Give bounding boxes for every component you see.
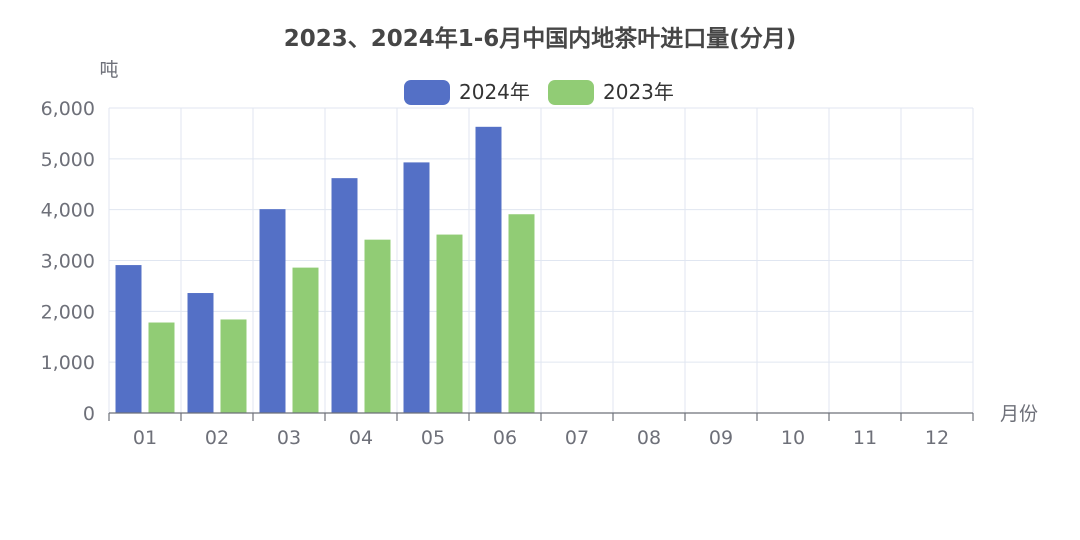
bar-0-01[interactable] — [115, 265, 142, 413]
legend-swatch[interactable] — [548, 80, 594, 105]
y-tick-label: 3,000 — [41, 251, 95, 273]
bar-1-01[interactable] — [148, 322, 175, 413]
x-tick-label: 04 — [349, 427, 373, 449]
x-tick-label: 05 — [421, 427, 445, 449]
legend-swatch[interactable] — [404, 80, 450, 105]
bar-0-03[interactable] — [259, 209, 286, 413]
x-tick-label: 11 — [853, 427, 877, 449]
chart-title: 2023、2024年1-6月中国内地茶叶进口量(分月) — [284, 25, 797, 52]
grid-lines — [108, 107, 974, 413]
x-tick-label: 01 — [133, 427, 157, 449]
bar-0-02[interactable] — [187, 293, 214, 413]
x-tick-label: 09 — [709, 427, 733, 449]
legend-label[interactable]: 2024年 — [459, 80, 530, 104]
bar-1-06[interactable] — [508, 214, 535, 413]
y-tick-label: 5,000 — [41, 149, 95, 171]
x-tick-label: 06 — [493, 427, 517, 449]
x-axis-label: 月份 — [1000, 403, 1038, 425]
y-tick-label: 0 — [83, 403, 95, 425]
x-tick-label: 12 — [925, 427, 949, 449]
y-axis-label: 吨 — [99, 59, 118, 81]
bar-1-03[interactable] — [292, 267, 319, 413]
x-tick-label: 03 — [277, 427, 301, 449]
x-tick-label: 10 — [781, 427, 805, 449]
axes: 0 1,000 2,000 3,000 4,000 5,000 6,000 01 02 03 04 0… — [41, 98, 974, 449]
bar-1-05[interactable] — [436, 234, 463, 413]
bars — [115, 126, 535, 413]
x-tick-label: 02 — [205, 427, 229, 449]
bar-1-02[interactable] — [220, 319, 247, 413]
bar-0-04[interactable] — [331, 178, 358, 413]
y-tick-label: 2,000 — [41, 301, 95, 323]
legend-label[interactable]: 2023年 — [603, 80, 674, 104]
x-tick-label: 07 — [565, 427, 589, 449]
y-tick-label: 1,000 — [41, 352, 95, 374]
bar-1-04[interactable] — [364, 239, 391, 413]
x-tick-label: 08 — [637, 427, 661, 449]
y-tick-label: 6,000 — [41, 98, 95, 120]
y-tick-label: 4,000 — [41, 200, 95, 222]
bar-0-06[interactable] — [475, 126, 502, 413]
bar-0-05[interactable] — [403, 162, 430, 413]
legend: 2024年 2023年 — [404, 80, 674, 105]
